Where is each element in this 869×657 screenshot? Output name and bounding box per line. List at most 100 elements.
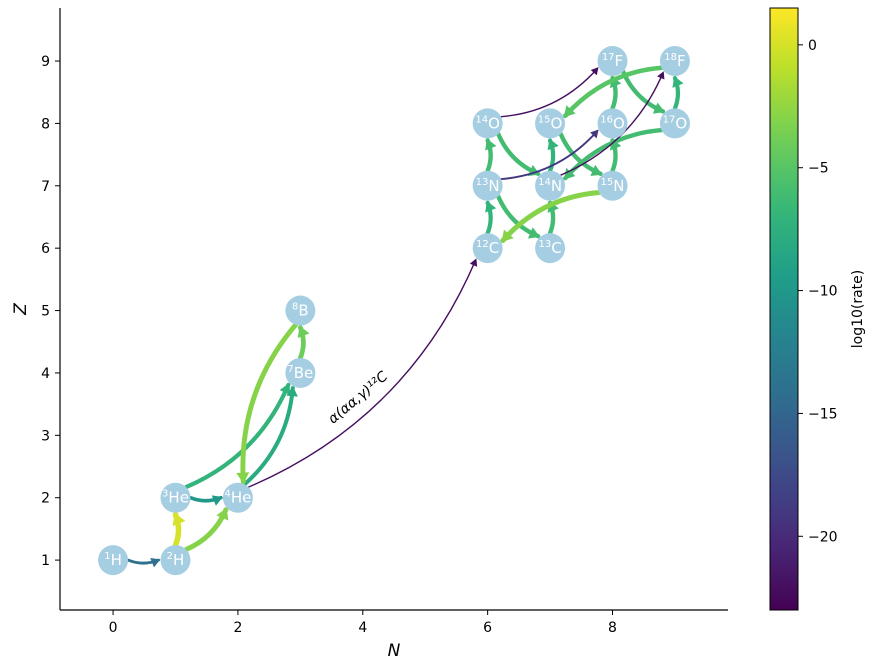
nuclide-node-circle — [472, 170, 503, 201]
nuclide-symbol: O — [675, 114, 687, 132]
y-tick-label: 6 — [41, 241, 50, 257]
nuclide-symbol: O — [613, 114, 625, 132]
colorbar-tick-label: −15 — [808, 406, 838, 422]
nuclide-symbol: N — [488, 177, 499, 195]
reaction-arrowhead — [501, 229, 514, 243]
nuclide-symbol: F — [615, 52, 624, 70]
x-tick-label: 2 — [233, 620, 242, 636]
nuclide-node: 3He — [160, 482, 191, 513]
nuclide-label: 8B — [292, 302, 309, 320]
nuclide-node-circle — [160, 545, 191, 576]
reaction-link-path — [247, 259, 477, 488]
reaction-link — [485, 138, 497, 173]
reaction-link — [496, 194, 541, 239]
reaction-link-path — [240, 322, 299, 485]
reaction-link-path — [500, 190, 602, 244]
reaction-arrowhead — [150, 557, 161, 568]
nuclide-node: 17F — [597, 46, 628, 77]
reaction-link — [172, 511, 186, 548]
reaction-arrowhead — [563, 167, 576, 180]
nuclide-label: 13C — [538, 239, 561, 257]
nuclide-mass: 12 — [476, 239, 489, 250]
reaction-arrowhead — [216, 507, 229, 521]
nuclide-symbol: He — [231, 489, 252, 507]
nuclide-label: 15N — [601, 177, 625, 195]
reaction-arrowhead — [485, 200, 497, 213]
x-tick-label: 0 — [109, 620, 118, 636]
nuclide-label: 14O — [475, 114, 500, 132]
nuclide-mass: 15 — [601, 177, 614, 188]
nuclide-node-circle — [659, 108, 690, 139]
nuclide-node: 8B — [285, 295, 316, 326]
reaction-link-path — [500, 130, 599, 181]
nuclide-symbol: N — [551, 177, 562, 195]
nuclide-node-circle — [597, 108, 628, 139]
nuclide-symbol: C — [551, 239, 561, 257]
reaction-link — [562, 65, 664, 119]
nuclide-symbol: C — [489, 239, 499, 257]
nuclide-symbol: He — [168, 489, 189, 507]
nuclide-node: 17O — [659, 108, 690, 139]
reaction-link — [126, 557, 161, 568]
reaction-arrowhead — [172, 512, 186, 527]
y-tick-label: 9 — [41, 54, 50, 70]
nuclide-mass: 2 — [167, 551, 173, 562]
x-tick-label: 6 — [483, 620, 492, 636]
nuclide-label: 12C — [476, 239, 499, 257]
nuclide-node-circle — [160, 482, 191, 513]
x-tick-label: 4 — [358, 620, 367, 636]
reaction-arrowhead — [590, 129, 599, 139]
nuclide-node: 4He — [222, 482, 253, 513]
nuclide-mass: 3 — [162, 489, 168, 500]
reaction-link-path — [184, 382, 291, 490]
colorbar-label: log10(rate) — [850, 270, 866, 349]
reaction-link-path — [562, 65, 664, 119]
y-tick-label: 5 — [41, 304, 50, 320]
y-tick-label: 3 — [41, 428, 50, 444]
nuclide-label: 17F — [602, 52, 623, 70]
reaction-link — [297, 325, 310, 361]
reaction-link — [236, 322, 299, 485]
nuclide-node-circle — [285, 295, 316, 326]
reaction-arrowhead — [652, 102, 665, 114]
reaction-link — [558, 131, 603, 177]
nuclide-node: 13C — [535, 233, 566, 264]
reaction-arrowhead — [297, 325, 310, 339]
reaction-link — [500, 190, 602, 244]
reaction-arrowhead — [590, 67, 599, 76]
nuclide-symbol: B — [298, 302, 308, 320]
nuclide-mass: 14 — [538, 177, 551, 188]
reaction-link — [184, 382, 291, 490]
nuclide-node: 1H — [98, 545, 129, 576]
nuclide-label: 16O — [600, 114, 625, 132]
nuclide-mass: 16 — [600, 114, 613, 125]
nuclide-label: 13N — [476, 177, 500, 195]
colorbar-tick-label: −5 — [808, 161, 829, 177]
reaction-link — [496, 131, 541, 177]
annotation: α(αα,γ)¹²C — [325, 368, 391, 427]
nuclide-symbol: H — [111, 551, 122, 569]
nuclide-node-circle — [472, 108, 503, 139]
nuclide-mass: 8 — [292, 302, 298, 313]
reaction-link — [242, 386, 298, 487]
reaction-link — [672, 75, 684, 111]
reaction-arrowhead — [657, 71, 665, 80]
nuclide-node: 12C — [472, 233, 503, 264]
colorbar: 0 −5 −10 −15 −20 — [769, 7, 838, 611]
y-tick-label: 1 — [41, 553, 50, 569]
nuclide-node-circle — [535, 170, 566, 201]
y-axis-label: Z — [11, 303, 31, 316]
nuclide-symbol: F — [677, 52, 686, 70]
nuclide-symbol: O — [488, 114, 500, 132]
colorbar-tick-label: −10 — [808, 284, 838, 300]
reaction-arrowhead — [563, 105, 576, 118]
nuclide-mass: 14 — [475, 114, 488, 125]
nuclide-mass: 4 — [224, 489, 230, 500]
nuclide-node-circle — [285, 357, 316, 388]
nuclide-node: 2H — [160, 545, 191, 576]
y-tick-label: 7 — [41, 179, 50, 195]
colorbar-tick-label: −20 — [808, 529, 838, 545]
y-tick-label: 8 — [41, 116, 50, 132]
nuclide-label: 15O — [538, 114, 563, 132]
